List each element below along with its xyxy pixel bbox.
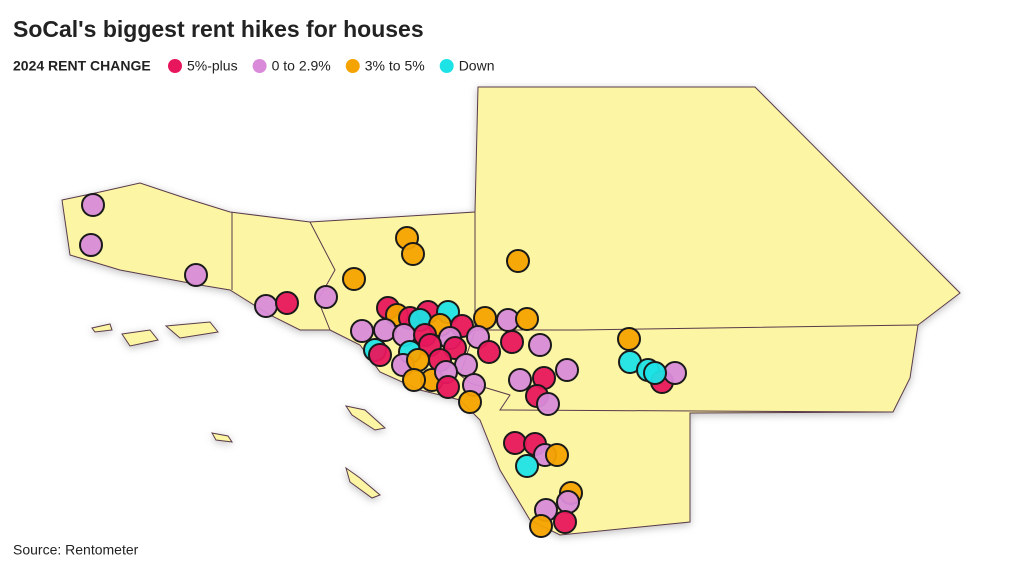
city-dot (663, 361, 687, 385)
city-dot (556, 490, 580, 514)
legend-entry: 0 to 2.9% (272, 58, 331, 74)
island (121, 329, 159, 347)
city-dot (529, 514, 553, 538)
city-dot (515, 454, 539, 478)
city-dot (402, 368, 426, 392)
city-dot (350, 319, 374, 343)
legend: 5%-plus 0 to 2.9% 3% to 5% Down (168, 58, 494, 74)
city-dot (401, 242, 425, 266)
city-dot (79, 233, 103, 257)
city-dot (342, 267, 366, 291)
city-dot (454, 353, 478, 377)
city-dot (643, 361, 667, 385)
city-dot (275, 291, 299, 315)
legend-swatch (439, 59, 454, 73)
city-dot (617, 327, 641, 351)
city-dot (406, 348, 430, 372)
city-dot (515, 307, 539, 331)
city-dot (500, 330, 524, 354)
city-dot (477, 340, 501, 364)
dots (79, 193, 687, 538)
legend-entry: 5%-plus (187, 58, 238, 74)
city-dot (458, 390, 482, 414)
city-dot (506, 249, 530, 273)
legend-entry: 3% to 5% (365, 58, 425, 74)
legend-label: 2024 RENT CHANGE (13, 58, 151, 74)
legend-swatch (252, 59, 267, 73)
city-dot (503, 431, 527, 455)
island (344, 405, 387, 431)
island (91, 323, 113, 333)
island (211, 432, 234, 443)
city-dot (545, 443, 569, 467)
city-dot (314, 285, 338, 309)
city-dot (555, 358, 579, 382)
city-dot (368, 343, 392, 367)
island (345, 466, 381, 499)
legend-entry: Down (459, 58, 495, 74)
city-dot (508, 368, 532, 392)
city-dot (184, 263, 208, 287)
source: Source: Rentometer (13, 542, 139, 558)
city-dot (553, 510, 577, 534)
city-dot (436, 375, 460, 399)
city-dot (254, 294, 278, 318)
island (164, 321, 219, 339)
city-dot (81, 193, 105, 217)
legend-swatch (168, 59, 182, 73)
city-dot (536, 392, 560, 416)
legend-swatch (345, 59, 360, 73)
city-dot (528, 333, 552, 357)
title: SoCal's biggest rent hikes for houses (13, 16, 424, 42)
